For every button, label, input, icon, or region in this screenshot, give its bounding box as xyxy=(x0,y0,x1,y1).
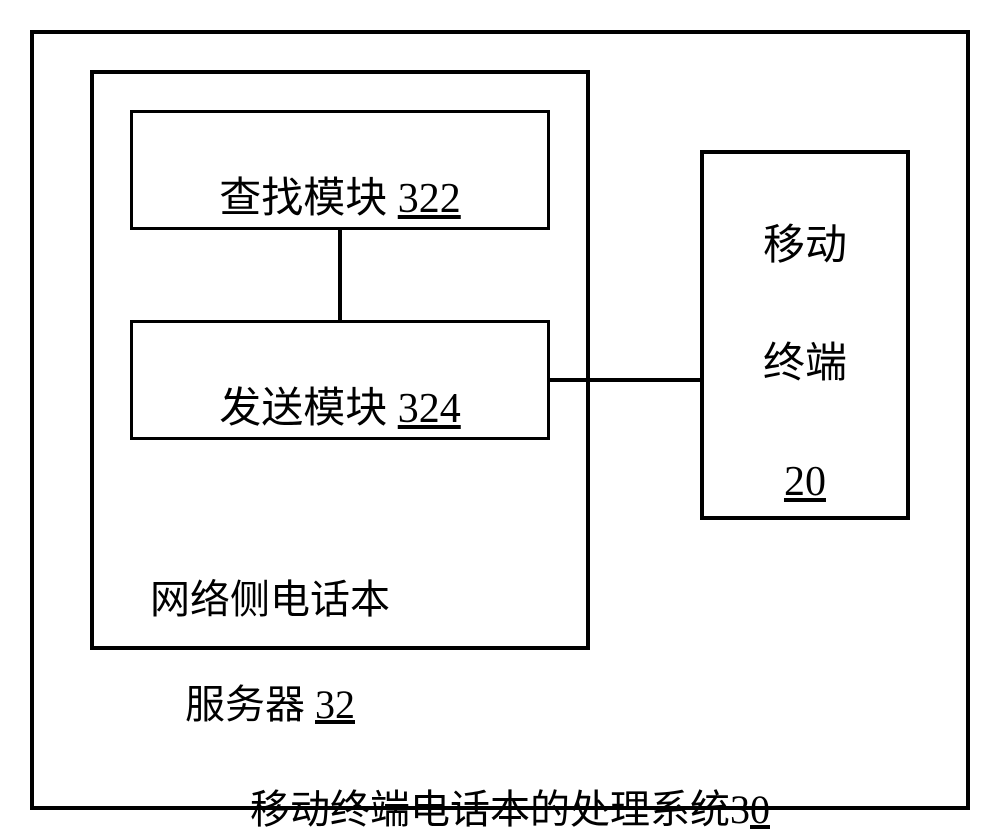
system-outer-num: 0 xyxy=(750,787,770,832)
server-label: 网络侧电话本 服务器 32 xyxy=(150,520,390,730)
terminal-box: 移动 终端 20 xyxy=(700,150,910,520)
edge-send-to-terminal xyxy=(550,378,700,382)
server-label-prefix: 服务器 xyxy=(185,682,315,727)
search-module-prefix: 查找模块 xyxy=(219,176,398,222)
terminal-line1: 移动 xyxy=(763,223,847,269)
send-module-prefix: 发送模块 xyxy=(219,386,398,432)
search-module-box: 查找模块 322 xyxy=(130,110,550,230)
system-outer-text: 移动终端电话本的处理系统3 xyxy=(250,787,750,832)
send-module-box: 发送模块 324 xyxy=(130,320,550,440)
search-module-num: 322 xyxy=(398,176,461,222)
send-module-num: 324 xyxy=(398,386,461,432)
terminal-num: 20 xyxy=(784,459,826,505)
diagram-canvas: 移动终端电话本的处理系统30 网络侧电话本 服务器 32 查找模块 322 发送… xyxy=(20,20,980,820)
terminal-line2: 终端 xyxy=(763,341,847,387)
system-outer-label: 移动终端电话本的处理系统30 xyxy=(250,730,770,835)
server-num: 32 xyxy=(315,682,355,727)
edge-search-to-send xyxy=(338,230,342,320)
server-label-line1: 网络侧电话本 xyxy=(150,577,390,622)
